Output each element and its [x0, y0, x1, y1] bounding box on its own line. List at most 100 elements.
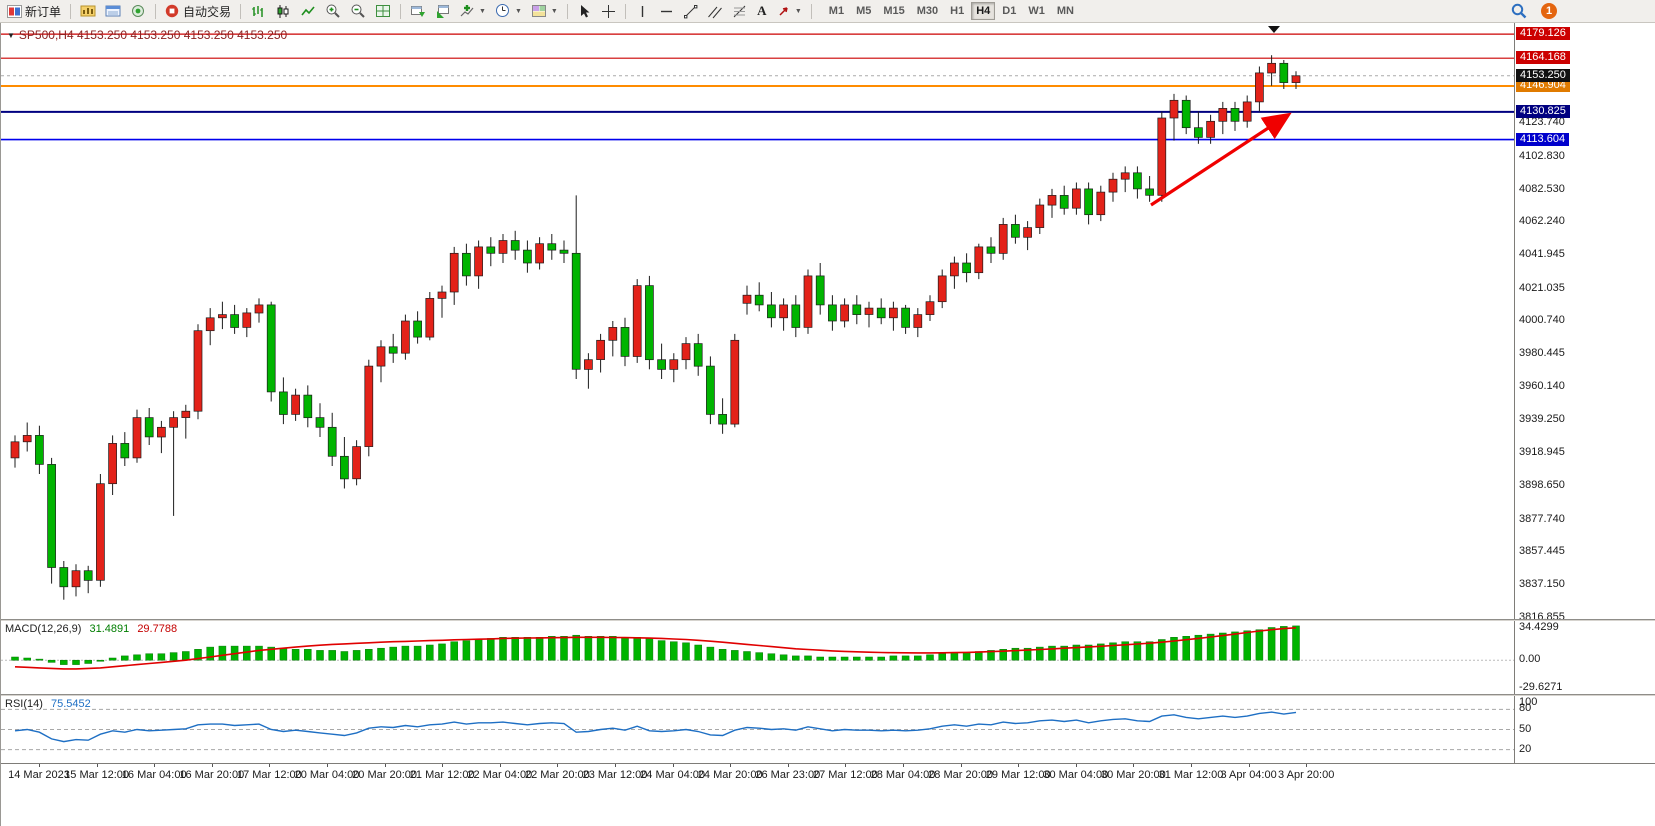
trend-arrow-annotation[interactable] [1150, 112, 1292, 207]
main-chart-pane[interactable]: ▼ SP500,H4 4153.250 4153.250 4153.250 41… [1, 23, 1514, 619]
time-tick [211, 764, 213, 767]
crosshair-icon [601, 4, 615, 18]
time-axis-label: 22 Mar 20:00 [524, 769, 590, 781]
fibonacci-tool-button[interactable] [728, 1, 751, 21]
time-tick [1306, 764, 1308, 767]
data-window-button[interactable] [126, 1, 150, 21]
time-tick [499, 764, 501, 767]
timeframe-button-m1[interactable]: M1 [828, 5, 845, 17]
indicators-icon [460, 4, 474, 16]
toolbar-separator [400, 3, 402, 19]
rsi-chart[interactable] [1, 696, 1514, 763]
timeframe-button-d1[interactable]: D1 [1002, 5, 1017, 17]
templates-icon [531, 5, 546, 17]
price-scale[interactable]: 4123.740 4102.830 4082.530 4062.240 4041.945… [1514, 23, 1655, 623]
macd-chart[interactable] [1, 621, 1514, 694]
timeframe-button-m5[interactable]: M5 [856, 5, 872, 17]
arrange-windows-button[interactable] [406, 1, 430, 21]
vertical-line-tool-button[interactable] [631, 1, 654, 21]
text-tool-icon: A [757, 3, 767, 18]
search-icon [1511, 3, 1527, 18]
macd-signal-value: 29.7788 [137, 623, 178, 635]
timeframe-button-h1[interactable]: H1 [950, 5, 965, 17]
vertical-line-icon [641, 5, 644, 17]
autotrading-button[interactable]: 自动交易 [161, 1, 235, 21]
pane-divider[interactable] [1, 619, 1655, 621]
time-axis-label: 23 Mar 12:00 [582, 769, 648, 781]
macd-scale[interactable]: 34.4299 0.00 -29.6271 [1514, 621, 1655, 694]
chart-shift-marker[interactable] [1268, 26, 1280, 33]
time-axis-label: 3 Apr 04:00 [1220, 769, 1277, 781]
price-scale-label: 3960.140 [1519, 379, 1565, 392]
periods-button[interactable]: ▼ [491, 1, 526, 21]
line-chart-icon [301, 5, 315, 15]
crosshair-button[interactable] [597, 1, 620, 21]
profiles-icon [80, 5, 96, 17]
price-scale-label: 4062.240 [1519, 215, 1565, 228]
rsi-name: RSI(14) [5, 698, 43, 710]
market-watch-button[interactable] [101, 1, 125, 21]
candlestick-chart-button[interactable] [271, 1, 295, 21]
time-tick [269, 764, 271, 767]
time-axis-label: 26 Mar 23:00 [755, 769, 821, 781]
zoom-in-button[interactable] [321, 1, 345, 21]
price-scale-label: 3898.650 [1519, 478, 1565, 491]
cascade-windows-button[interactable] [431, 1, 455, 21]
candlestick-chart[interactable] [1, 23, 1514, 619]
price-scale-label: 4082.530 [1519, 182, 1565, 195]
time-tick [1248, 764, 1250, 767]
macd-label: MACD(12,26,9) 31.4891 29.7788 [5, 623, 182, 635]
timeframe-button-h4[interactable]: H4 [971, 2, 996, 20]
pane-divider[interactable] [1, 694, 1655, 696]
rsi-scale-label: 50 [1519, 722, 1532, 735]
notification-badge[interactable]: 1 [1541, 3, 1557, 19]
time-axis-label: 22 Mar 04:00 [467, 769, 533, 781]
time-tick [1191, 764, 1192, 767]
rsi-pane[interactable]: RSI(14) 75.5452 [1, 696, 1514, 763]
new-order-label: 新订单 [25, 4, 62, 19]
time-tick [787, 764, 789, 767]
zoom-in-icon [326, 4, 340, 18]
trendline-tool-button[interactable] [679, 1, 702, 21]
macd-name: MACD(12,26,9) [5, 623, 82, 635]
bar-chart-button[interactable] [246, 1, 270, 21]
price-badge: 4113.604 [1516, 132, 1570, 146]
macd-main-value: 31.4891 [89, 623, 130, 635]
timeframe-button-w1[interactable]: W1 [1028, 5, 1045, 17]
cursor-button[interactable] [573, 1, 596, 21]
candlestick-chart-icon [277, 4, 289, 18]
templates-button[interactable]: ▼ [527, 1, 562, 21]
arrows-tool-button[interactable]: ▼ [773, 1, 806, 21]
time-scale[interactable]: 14 Mar 2023 15 Mar 12:00 16 Mar 04:00 16 Ma… [1, 763, 1655, 784]
rsi-scale-label: 100 [1519, 696, 1538, 708]
rsi-scale-label: 80 [1519, 702, 1532, 715]
channel-tool-button[interactable] [703, 1, 727, 21]
profiles-button[interactable] [76, 1, 100, 21]
search-button[interactable] [1507, 1, 1532, 21]
chevron-down-icon: ▼ [794, 7, 802, 15]
rsi-label: RSI(14) 75.5452 [5, 698, 96, 710]
chevron-down-icon: ▼ [514, 7, 522, 15]
text-tool-button[interactable]: A [752, 1, 772, 21]
indicators-button[interactable]: ▼ [456, 1, 490, 21]
zoom-out-button[interactable] [346, 1, 370, 21]
time-axis-label: 14 Mar 2023 [8, 769, 70, 781]
candles [10, 55, 1301, 600]
rsi-scale[interactable]: 100 80 50 20 [1514, 696, 1655, 763]
timeframe-button-m30[interactable]: M30 [916, 5, 939, 17]
chart-menu-icon[interactable]: ▼ [7, 30, 15, 40]
toolbar-separator [240, 3, 242, 19]
horizontal-line-tool-button[interactable] [655, 1, 678, 21]
line-chart-button[interactable] [296, 1, 320, 21]
time-tick [672, 764, 674, 767]
new-order-button[interactable]: 新订单 [3, 1, 65, 21]
tile-windows-button[interactable] [371, 1, 395, 21]
rsi-line [14, 711, 1297, 743]
timeframe-button-mn[interactable]: MN [1056, 5, 1074, 17]
time-axis-label: 16 Mar 04:00 [121, 769, 187, 781]
bar-chart-icon [252, 5, 263, 17]
price-scale-label: 3837.150 [1519, 577, 1565, 590]
price-badge: 4130.825 [1516, 104, 1570, 118]
timeframe-button-m15[interactable]: M15 [883, 5, 905, 17]
macd-pane[interactable]: MACD(12,26,9) 31.4891 29.7788 [1, 621, 1514, 694]
